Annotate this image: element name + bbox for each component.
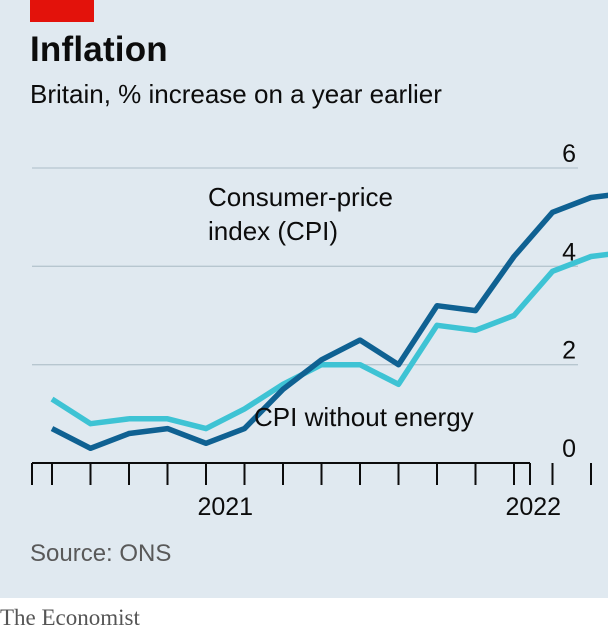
- chart-card: Inflation Britain, % increase on a year …: [0, 0, 608, 598]
- y-tick-label-0: 0: [562, 435, 576, 463]
- red-accent-tab: [30, 0, 94, 22]
- source-note: Source: ONS: [30, 540, 172, 567]
- series-line-0: [50, 192, 608, 452]
- y-tick-label-6: 6: [562, 140, 576, 168]
- x-label-2021: 2021: [197, 493, 253, 521]
- series-line-1: [50, 251, 608, 432]
- y-tick-label-4: 4: [562, 238, 576, 266]
- chart-title: Inflation: [30, 30, 168, 69]
- series-label-0-line-0: Consumer-price: [208, 182, 393, 212]
- line-chart: 0 2 4 6 2021 2022 Consumer-price index (CPI) CPI…: [31, 140, 608, 521]
- publisher-brand: The Economist: [0, 605, 140, 630]
- series-label-0-line-1: index (CPI): [208, 216, 338, 246]
- y-tick-label-2: 2: [562, 337, 576, 365]
- series-label-1-line-0: CPI without energy: [254, 402, 474, 432]
- chart-subtitle: Britain, % increase on a year earlier: [30, 79, 442, 109]
- x-label-2022: 2022: [505, 493, 561, 521]
